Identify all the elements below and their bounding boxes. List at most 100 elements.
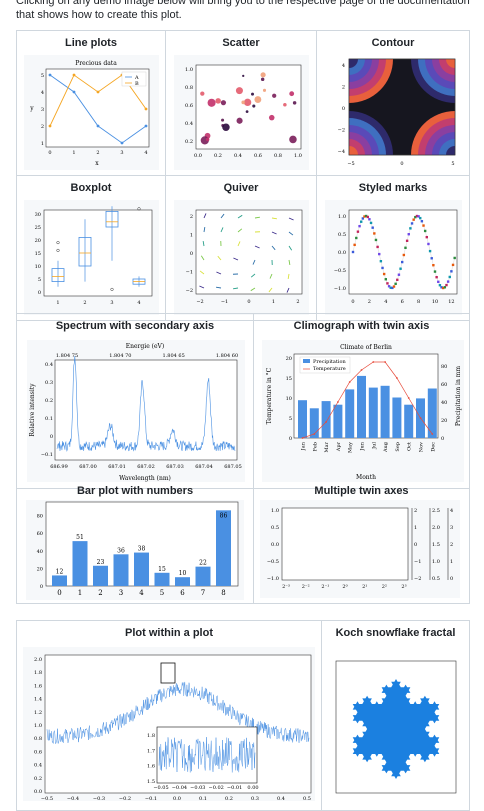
styled-mark — [437, 281, 439, 283]
climograph-month: Feb — [312, 442, 318, 451]
styled-mark — [367, 216, 369, 218]
styled-mark — [411, 222, 413, 224]
spectrum-top-tick: 1.804 70 — [109, 353, 131, 359]
plot-in-plot-y-tick: 2.0 — [34, 657, 42, 663]
scatter-point — [221, 119, 224, 122]
twin-axis-tick: 1 — [450, 559, 453, 565]
plot-in-plot-x-tick: 0.5 — [303, 796, 311, 801]
climograph-month: Apr — [336, 441, 342, 452]
line-plot-ylabel: y — [29, 105, 34, 112]
plot-in-plot-y-tick: 0.4 — [34, 763, 42, 769]
line-point-B — [73, 74, 76, 77]
twin-axis-tick: 1.5 — [432, 542, 440, 548]
koch-thumbnail[interactable] — [330, 653, 462, 803]
spectrum-x-tick: 686.99 — [50, 464, 68, 470]
contour-y-tick: −2 — [338, 128, 345, 134]
bar-y-tick: 60 — [37, 531, 43, 537]
spectrum-x-tick: 687.02 — [137, 464, 155, 470]
inset-x-tick: −0.05 — [153, 785, 168, 791]
plot-in-plot-y-tick: 0.2 — [34, 776, 42, 782]
climograph-ylabel-right: Precipitation in mm — [455, 366, 462, 427]
bar-x-tick: 0 — [57, 589, 61, 597]
line-point-B — [97, 91, 100, 94]
quiver-x-tick: 1 — [272, 299, 275, 305]
inset-x-tick: −0.01 — [227, 785, 242, 791]
climograph-legend-label: Precipitation — [313, 359, 347, 365]
styled-mark — [352, 251, 354, 253]
bar — [155, 573, 170, 586]
twin-axis-tick: 2.0 — [432, 525, 440, 531]
bar-x-tick: 4 — [139, 589, 144, 597]
quiver-x-tick: 0 — [247, 299, 250, 305]
line-x-tick: 1 — [72, 150, 75, 156]
styled-mark — [370, 222, 372, 224]
twin-x-tick: 2⁻¹ — [321, 584, 329, 590]
styled-mark — [393, 285, 395, 287]
bar — [93, 566, 108, 586]
gallery-item-plot-in-plot[interactable]: Plot within a plot −0.05−0.04−0.03−0.02−… — [17, 621, 322, 811]
bar — [196, 567, 211, 586]
scatter-y-tick: 0.8 — [185, 85, 193, 91]
scatter-point — [221, 100, 226, 105]
climograph-temp-point — [372, 361, 374, 363]
twin-axis-tick: −2 — [414, 576, 421, 582]
gallery-item-koch[interactable]: Koch snowflake fractal — [322, 621, 470, 811]
climograph-month: Sep — [395, 442, 401, 452]
climograph-bar — [345, 389, 354, 438]
styled-mark — [419, 217, 421, 219]
gallery-item-climograph[interactable]: Climograph with twin axis Climate of Ber… — [254, 314, 470, 489]
twin-x-tick: 2⁻² — [302, 584, 310, 590]
line-legend-label: B — [135, 81, 139, 87]
bar-x-tick: 6 — [180, 589, 185, 597]
twin-x-tick: 2¹ — [362, 584, 367, 590]
bar-value-label: 86 — [220, 512, 228, 519]
quiver-y-tick: −1 — [186, 270, 193, 276]
climograph-month: May — [348, 442, 354, 453]
styled-mark — [357, 230, 359, 232]
twin-x-tick: 2² — [382, 584, 387, 590]
climograph-xlabel: Month — [356, 474, 376, 481]
twin-x-tick: 2⁻³ — [282, 584, 290, 590]
line-x-tick: 4 — [144, 150, 147, 156]
box-y-tick: 25 — [35, 225, 41, 231]
scatter-point — [200, 91, 204, 95]
climograph-y-tick-right: 80 — [441, 364, 447, 370]
styled-y-tick: −0.5 — [334, 268, 346, 274]
gallery-item-spectrum[interactable]: Spectrum with secondary axis Energie (eV… — [17, 314, 254, 489]
climograph-legend-swatch — [303, 359, 310, 363]
gallery-item-title: Styled marks — [317, 182, 469, 194]
twin-y-tick: 0.5 — [271, 525, 279, 531]
inset-y-tick: 1.7 — [147, 748, 155, 754]
twin-axis-tick: 0 — [414, 542, 417, 548]
scatter-x-tick: 0.6 — [254, 153, 262, 159]
climograph-month: Dec — [430, 442, 436, 452]
bar-value-label: 22 — [199, 560, 207, 567]
twin-y-tick: 0.0 — [271, 542, 279, 548]
climograph-bar — [392, 398, 401, 439]
styled-mark — [376, 246, 378, 248]
climograph-bar — [333, 405, 342, 438]
inset-x-tick: −0.02 — [209, 785, 224, 791]
spectrum-top-label: Energie (eV) — [126, 343, 164, 350]
scatter-point — [246, 110, 249, 113]
